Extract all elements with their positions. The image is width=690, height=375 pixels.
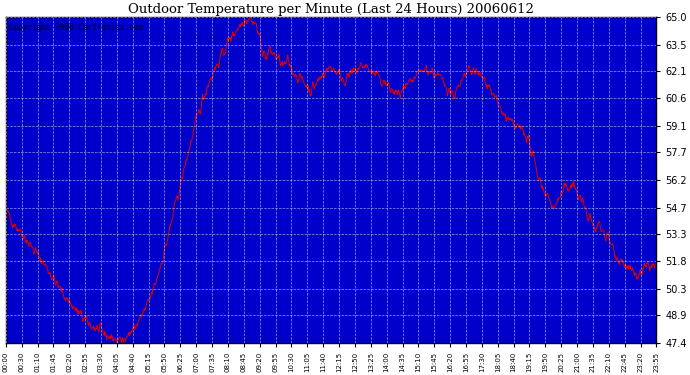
Text: Copyright 2006 Cartronics.com: Copyright 2006 Cartronics.com: [9, 24, 143, 33]
Title: Outdoor Temperature per Minute (Last 24 Hours) 20060612: Outdoor Temperature per Minute (Last 24 …: [128, 3, 534, 16]
